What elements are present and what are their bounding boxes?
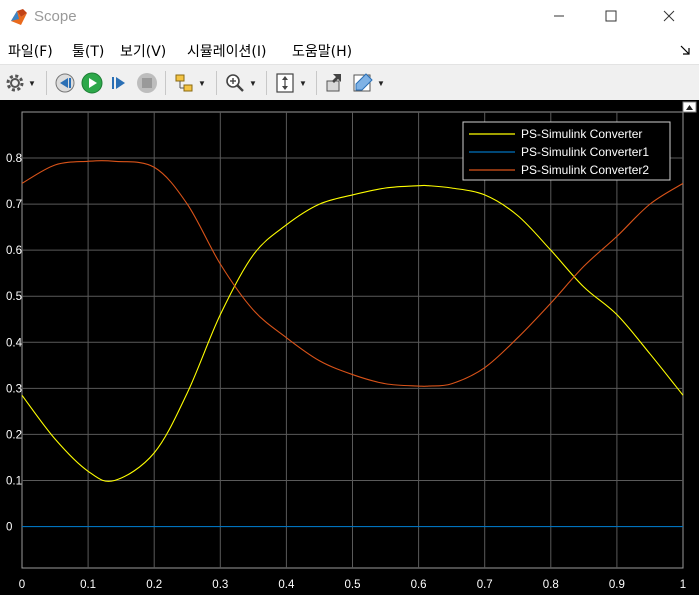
x-tick-label: 0.9	[609, 579, 625, 591]
scope-chart: 0 0.1 0.2 0.3 0.4 0.5 0.6 0.7 0.8 0.9 1 0 0.1 0.2 0.3 0…	[6, 101, 697, 591]
toolbar-separator	[316, 71, 317, 95]
y-tick-label: 0.3	[6, 383, 22, 395]
stop-button[interactable]	[136, 69, 158, 97]
series-line-0	[21, 184, 684, 482]
legend-entry: PS-Simulink Converter1	[521, 145, 649, 159]
dropdown-arrow-icon: ▼	[28, 78, 36, 88]
dropdown-arrow-icon: ▼	[377, 78, 385, 88]
zoom-button[interactable]: ▼	[224, 69, 257, 97]
zoom-icon	[226, 74, 244, 92]
y-tick-label: 0	[6, 522, 12, 534]
maximize-axes-icon[interactable]	[682, 101, 697, 113]
toolbar-separator	[216, 71, 217, 95]
x-tick-label: 0.5	[345, 579, 361, 591]
x-tick-label: 0.1	[80, 579, 96, 591]
x-tick-label: 0.2	[146, 579, 162, 591]
toolbar-separator	[46, 71, 47, 95]
toolbar-separator	[266, 71, 267, 95]
menu-simulation[interactable]: 시뮬레이션(I)	[187, 44, 267, 60]
close-button[interactable]	[646, 0, 692, 32]
y-tick-label: 0.4	[6, 337, 23, 349]
stop-icon	[137, 73, 157, 93]
minimize-button[interactable]	[536, 0, 582, 32]
x-tick-label: 0	[19, 579, 25, 591]
collapse-arrow-icon[interactable]	[679, 44, 691, 56]
series-line-2	[21, 160, 684, 387]
highlight-icon	[353, 73, 373, 92]
x-tick-label: 0.4	[278, 579, 295, 591]
legend-entry: PS-Simulink Converter	[521, 127, 642, 141]
maximize-button[interactable]	[588, 0, 634, 32]
undock-icon	[326, 74, 341, 92]
settings-icon	[6, 74, 24, 92]
menu-file[interactable]: 파일(F)	[8, 44, 53, 60]
title-bar: Scope	[0, 0, 699, 34]
minimize-icon	[554, 15, 564, 17]
menu-view[interactable]: 보기(V)	[120, 44, 167, 60]
matlab-logo-icon	[11, 9, 27, 25]
signal-select-icon	[175, 74, 193, 92]
run-icon	[81, 72, 103, 94]
step-forward-button[interactable]	[108, 69, 130, 97]
dropdown-arrow-icon: ▼	[198, 78, 206, 88]
dropdown-arrow-icon: ▼	[249, 78, 257, 88]
step-back-icon	[55, 73, 75, 93]
window-title: Scope	[34, 8, 77, 25]
x-tick-label: 1	[680, 579, 686, 591]
x-tick-label: 0.6	[411, 579, 427, 591]
menu-help[interactable]: 도움말(H)	[292, 44, 353, 60]
step-back-button[interactable]	[54, 69, 76, 97]
menu-tools[interactable]: 툴(T)	[72, 44, 105, 60]
step-forward-icon	[112, 77, 125, 89]
highlight-button[interactable]: ▼	[352, 69, 385, 97]
close-icon	[663, 10, 675, 22]
menu-bar: 파일(F) 툴(T) 보기(V) 시뮬레이션(I) 도움말(H)	[0, 36, 699, 64]
x-tick-label: 0.8	[543, 579, 559, 591]
y-tick-label: 0.2	[6, 429, 22, 441]
undock-button[interactable]	[324, 69, 346, 97]
maximize-icon	[605, 10, 617, 22]
toolbar: ▼ ▼	[0, 64, 699, 101]
signal-select-button[interactable]: ▼	[173, 69, 206, 97]
y-tick-label: 0.1	[6, 475, 22, 487]
y-tick-label: 0.8	[6, 153, 22, 165]
legend-entry: PS-Simulink Converter2	[521, 163, 649, 177]
fit-axes-icon	[276, 73, 294, 93]
settings-button[interactable]: ▼	[5, 69, 36, 97]
y-tick-label: 0.7	[6, 199, 22, 211]
run-button[interactable]	[81, 69, 103, 97]
fit-axes-button[interactable]: ▼	[274, 69, 307, 97]
scope-plot-area[interactable]: 0 0.1 0.2 0.3 0.4 0.5 0.6 0.7 0.8 0.9 1 0 0.1 0.2 0.3 0…	[0, 100, 699, 595]
dropdown-arrow-icon: ▼	[299, 78, 307, 88]
y-tick-label: 0.5	[6, 291, 22, 303]
y-tick-label: 0.6	[6, 245, 22, 257]
x-tick-label: 0.3	[212, 579, 228, 591]
x-tick-label: 0.7	[477, 579, 493, 591]
toolbar-separator	[165, 71, 166, 95]
